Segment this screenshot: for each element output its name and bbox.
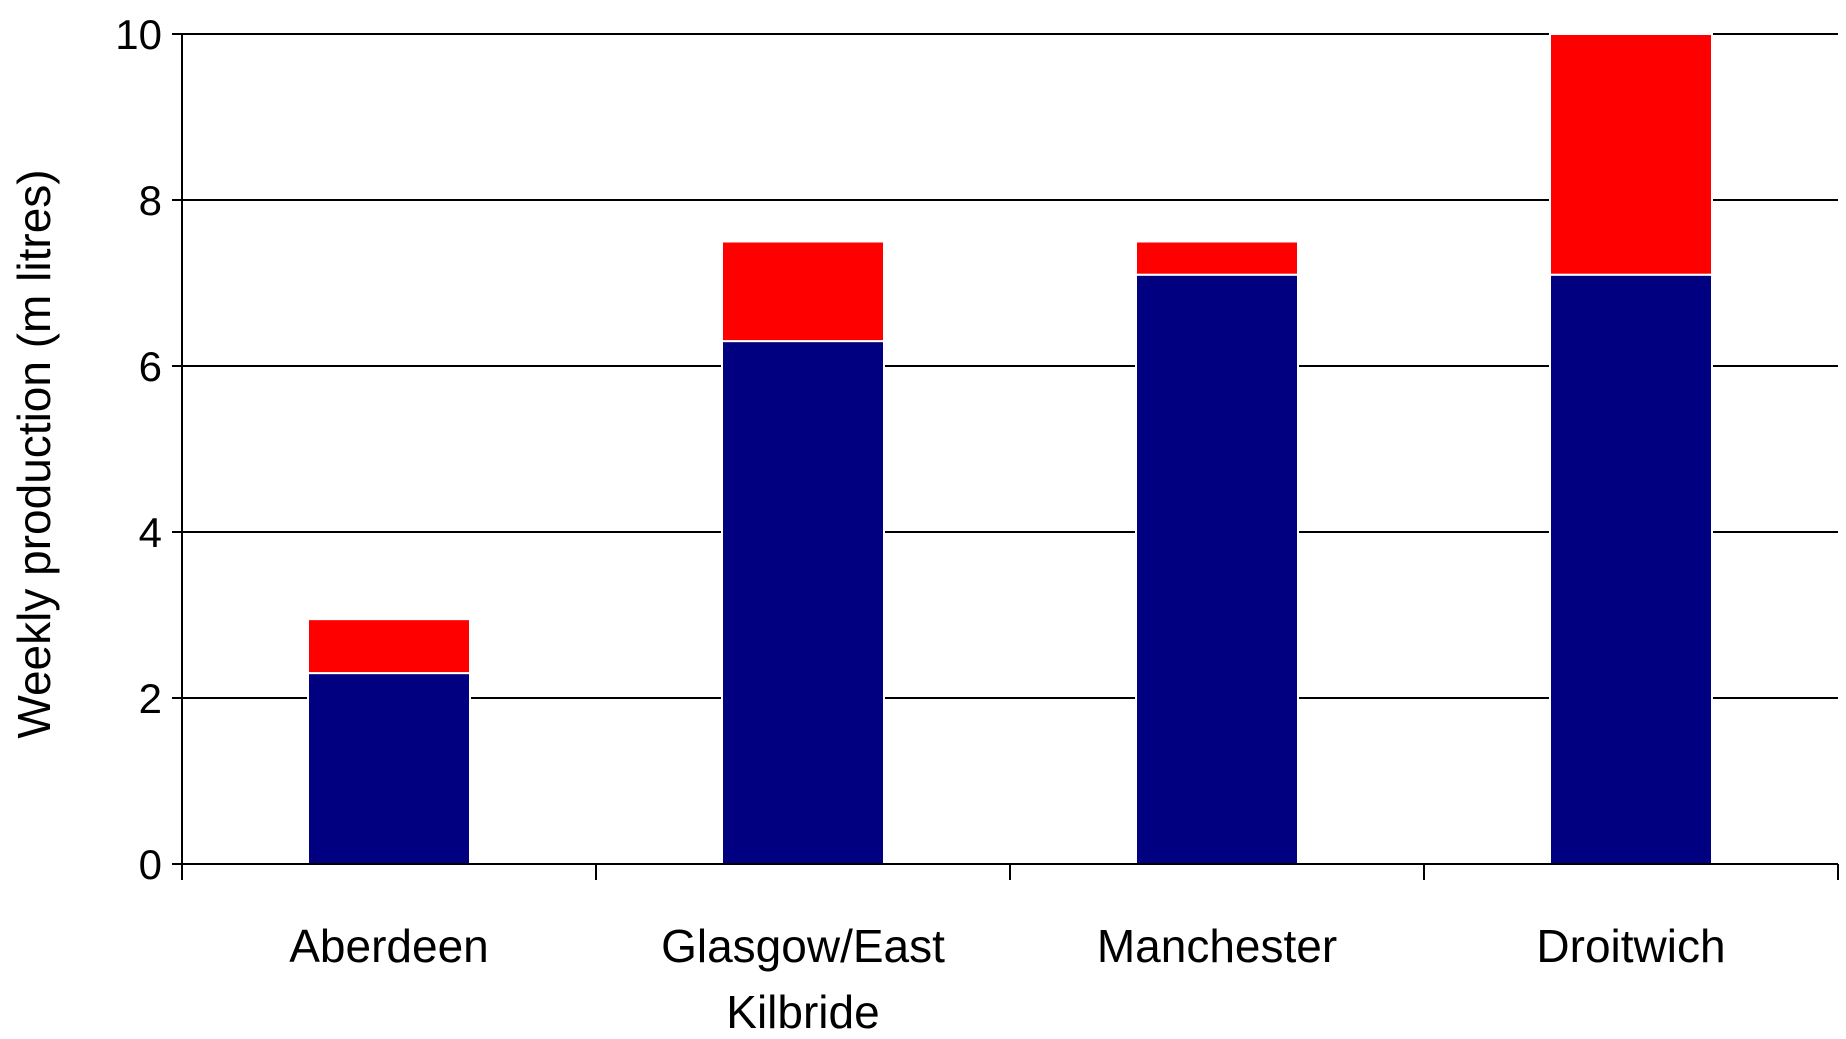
y-tick-label: 8 (139, 177, 162, 224)
bar-segment-1 (721, 240, 885, 343)
x-category-label: Droitwich (1536, 920, 1725, 972)
y-tick-label: 6 (139, 343, 162, 390)
y-tick-label: 0 (139, 841, 162, 888)
y-tick-labels: 0 2 4 6 8 10 (115, 11, 162, 888)
bar-segment-0 (1549, 273, 1713, 865)
x-category-label: Aberdeen (289, 920, 489, 972)
bar-segment-1 (1135, 240, 1299, 276)
bar-segment-0 (721, 340, 885, 866)
bar-segment-0 (1135, 273, 1299, 865)
y-tick-label: 10 (115, 11, 162, 58)
bar-segment-1 (307, 618, 471, 675)
axes (172, 33, 1839, 880)
x-category-label: Glasgow/East Kilbride (661, 920, 945, 1038)
bar-segment-1 (1549, 33, 1713, 276)
x-category-label: Manchester (1097, 920, 1337, 972)
x-category-labels: Aberdeen Glasgow/East Kilbride Manchester Dr… (289, 920, 1725, 1038)
y-tick-label: 4 (139, 509, 162, 556)
bar-segment-0 (307, 672, 471, 865)
bars (307, 33, 1713, 866)
y-tick-label: 2 (139, 675, 162, 722)
y-axis-title: Weekly production (m litres) (8, 169, 60, 738)
